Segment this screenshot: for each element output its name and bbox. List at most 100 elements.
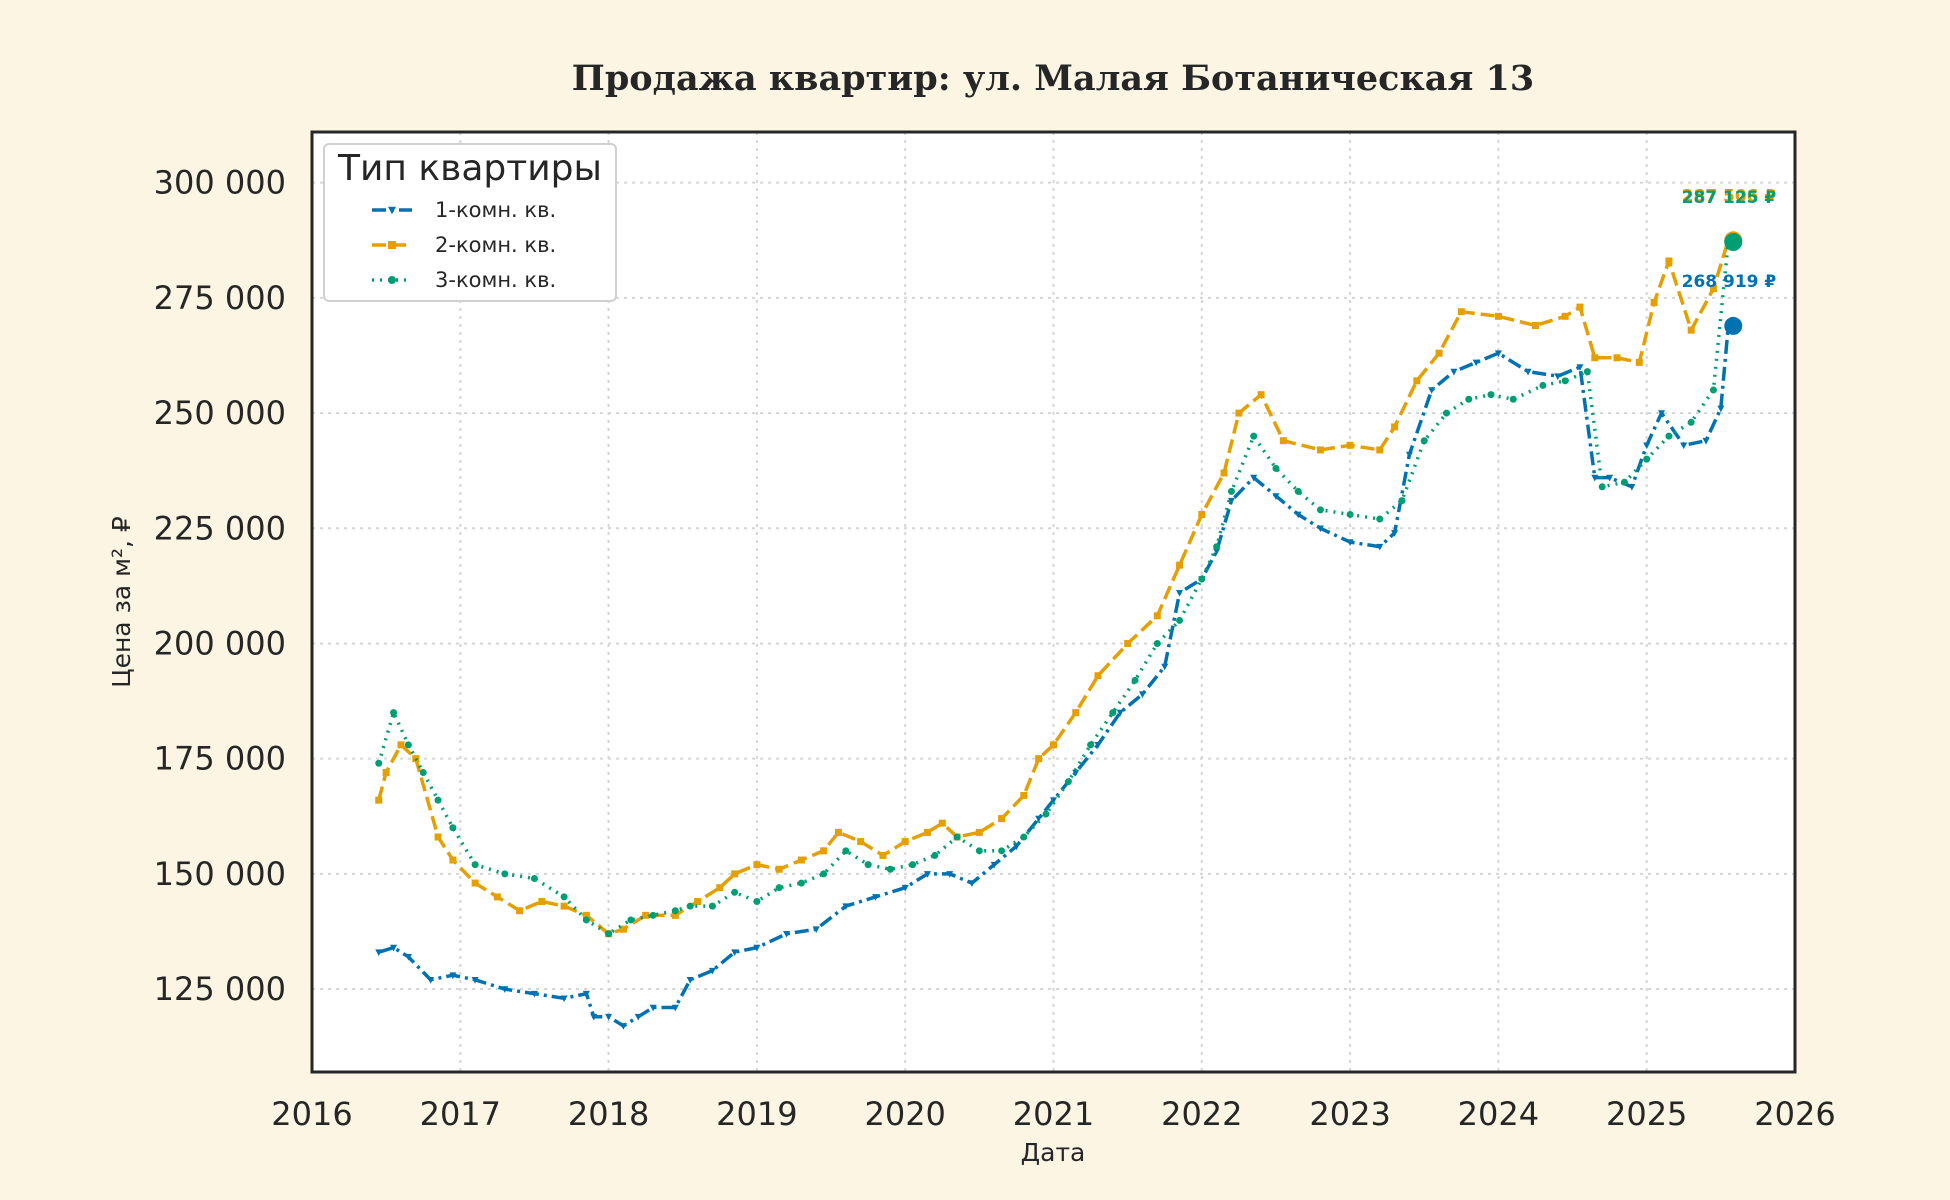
data-point [1494,350,1502,358]
data-point [923,828,931,836]
x-tick-label: 2019 [716,1095,797,1133]
data-point [671,911,679,919]
data-point [627,916,635,924]
data-point [649,1004,657,1012]
data-point [716,884,724,892]
data-point [975,828,983,836]
data-point [879,851,887,859]
data-point [1064,778,1072,786]
data-point [1138,691,1146,699]
data-point [923,871,931,878]
data-point [671,907,679,915]
data-point [1250,474,1258,482]
data-point [1643,442,1651,450]
data-point [1591,354,1599,362]
data-point [857,838,865,846]
data-point [560,893,568,901]
data-point [694,898,702,906]
data-point [1272,464,1280,472]
data-point [1294,511,1302,519]
data-point [753,861,761,869]
data-point [1316,506,1324,514]
data-point [1035,815,1043,823]
series-3-комн-кв [375,233,1743,938]
data-point [1072,709,1080,717]
data-point [1539,381,1547,389]
data-point [1709,285,1717,293]
data-point [1094,672,1102,680]
data-point [1050,741,1057,749]
data-point [1583,368,1591,376]
data-point [471,879,479,887]
data-point [1042,810,1050,818]
data-point [605,1013,613,1021]
data-point [1087,741,1095,749]
x-tick-label: 2018 [568,1095,649,1133]
data-point [842,847,850,855]
data-point [1524,368,1532,376]
end-point-1-комн-кв [1724,316,1743,335]
data-point [434,796,442,804]
data-point [1198,510,1206,518]
data-point [1346,510,1354,518]
data-point [560,995,568,1003]
data-point [375,759,383,767]
data-point [1050,797,1057,804]
data-point [1702,437,1710,445]
y-tick-label: 275 000 [154,279,286,317]
data-point [397,741,405,749]
data-point [1257,391,1265,399]
y-tick-label: 125 000 [154,970,286,1008]
data-point [1457,308,1465,316]
data-point [1598,483,1606,491]
legend-item: 2-комн. кв. [372,233,556,257]
data-point [1487,391,1495,399]
data-point [842,903,850,910]
data-point [1391,530,1399,537]
data-point [1346,441,1354,449]
data-point [1176,589,1184,597]
data-point [1613,354,1621,362]
data-point [1472,359,1480,367]
y-tick-label: 175 000 [154,740,286,778]
data-point [1020,833,1028,841]
data-point [649,911,657,919]
data-point [449,972,457,980]
data-point [642,911,650,919]
data-point [1316,525,1324,533]
series-1-комн-кв [375,316,1743,1030]
data-point [582,916,590,924]
data-point [998,815,1006,823]
legend-title: Тип квартиры [337,148,602,189]
data-point [834,828,842,836]
y-tick-label: 150 000 [154,855,286,893]
data-point [1665,257,1673,265]
legend-label: 1-комн. кв. [435,198,556,222]
data-point [938,819,946,827]
x-tick-label: 2016 [271,1095,352,1133]
data-point [901,838,909,846]
data-point [1398,497,1406,505]
data-point [946,871,954,878]
data-point [975,847,983,855]
data-point [1213,548,1221,556]
data-point [1620,478,1628,486]
data-point [590,1013,598,1021]
data-point [731,888,739,896]
data-point [619,925,627,933]
data-point [872,894,880,901]
data-point [1279,437,1287,445]
data-point [1213,543,1221,551]
data-point [1153,639,1161,647]
data-point [708,967,716,975]
data-point [1413,377,1421,385]
data-point [1220,469,1228,477]
data-point [538,898,546,906]
data-point [434,833,442,841]
data-point [1272,493,1280,500]
data-point [404,954,412,961]
data-point [530,990,538,998]
data-point [1161,663,1169,671]
data-point [1658,410,1666,417]
data-point [1109,709,1117,717]
